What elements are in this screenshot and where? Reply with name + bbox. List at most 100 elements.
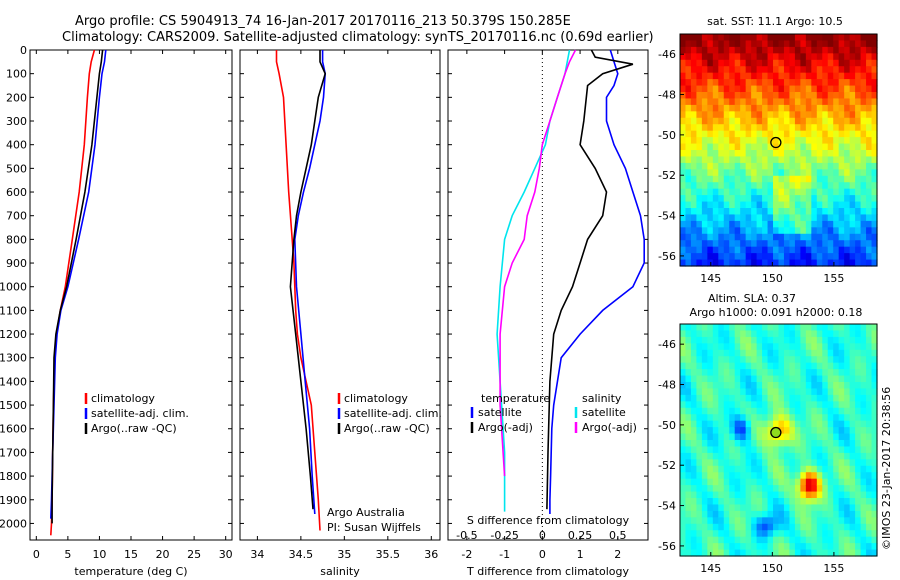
map-cell	[767, 414, 774, 422]
map-cell	[773, 523, 780, 531]
map-cell	[707, 246, 714, 254]
map-cell	[707, 143, 714, 151]
map-cell	[811, 401, 818, 409]
map-cell	[805, 517, 812, 525]
map-cell	[696, 233, 703, 241]
map-cell	[866, 240, 873, 248]
map-cell	[751, 79, 758, 87]
map-cell	[844, 40, 851, 48]
map-cell	[723, 53, 730, 61]
map-cell	[789, 137, 796, 145]
map-cell	[756, 452, 763, 460]
map-cell	[729, 536, 736, 544]
map-cell	[811, 156, 818, 164]
map-cell	[767, 214, 774, 222]
map-cell	[866, 440, 873, 448]
map-cell	[729, 452, 736, 460]
map-cell	[833, 137, 840, 145]
map-cell	[800, 162, 807, 170]
map-cell	[723, 440, 730, 448]
map-cell	[855, 375, 862, 383]
map-cell	[805, 536, 812, 544]
map-cell	[690, 34, 698, 42]
map-cell	[838, 214, 845, 222]
map-cell	[822, 156, 829, 164]
map-cell	[783, 343, 791, 351]
map-cell	[844, 382, 851, 390]
map-cell	[794, 349, 801, 357]
map-cell	[762, 104, 769, 112]
map-cell	[740, 53, 747, 61]
map-cell	[849, 472, 856, 480]
map-cell	[734, 446, 741, 454]
map-cell	[871, 143, 878, 151]
map-cell	[871, 375, 878, 383]
map-cell	[811, 349, 818, 357]
map-cell	[866, 414, 873, 422]
x-tick-label: 0	[33, 548, 40, 561]
map-cell	[690, 446, 698, 454]
map-cell	[833, 504, 840, 512]
map-cell	[816, 324, 823, 332]
map-cell	[794, 150, 801, 158]
map-cell	[734, 40, 741, 48]
map-cell	[855, 440, 862, 448]
map-cell	[734, 382, 741, 390]
map-cell	[696, 46, 703, 54]
map-cell	[707, 201, 714, 209]
imos-stamp: ©IMOS 23-Jan-2017 20:38:56	[880, 387, 893, 550]
map-cell	[789, 124, 796, 132]
map-cell	[805, 407, 812, 415]
map-cell	[794, 324, 801, 332]
map-cell	[811, 220, 818, 228]
map-cell	[860, 124, 867, 132]
map-cell	[751, 536, 758, 544]
map-cell	[734, 510, 741, 518]
map-cell	[827, 259, 834, 267]
map-cell	[811, 195, 818, 203]
map-cell	[751, 356, 758, 364]
map-cell	[811, 549, 818, 557]
map-cell	[871, 433, 878, 441]
map-cell	[844, 369, 851, 377]
map-cell	[740, 440, 747, 448]
map-cell	[833, 349, 840, 357]
map-cell	[696, 375, 703, 383]
map-cell	[712, 536, 719, 544]
map-cell	[833, 201, 840, 209]
map-cell	[838, 504, 845, 512]
map-cell	[767, 446, 774, 454]
map-cell	[827, 253, 834, 261]
map-cell	[696, 169, 703, 177]
map-cell	[685, 117, 692, 125]
map-cell	[783, 201, 791, 209]
map-cell	[827, 227, 834, 235]
map-cell	[734, 375, 741, 383]
map-cell	[734, 549, 741, 557]
map-cell	[723, 46, 730, 54]
map-cell	[783, 349, 791, 357]
map-cell	[783, 169, 791, 177]
map-cell	[734, 195, 741, 203]
map-cell	[745, 156, 752, 164]
map-cell	[800, 240, 807, 248]
map-cell	[833, 117, 840, 125]
map-cell	[800, 143, 807, 151]
map-cell	[827, 401, 834, 409]
map-cell	[690, 356, 698, 364]
map-cell	[685, 324, 692, 332]
map-cell	[860, 104, 867, 112]
map-cell	[805, 233, 812, 241]
map-cell	[822, 72, 829, 80]
map-cell	[762, 478, 769, 486]
map-cell	[751, 362, 758, 370]
map-cell	[833, 66, 840, 74]
map-cell	[773, 336, 780, 344]
map-cell	[701, 543, 708, 551]
map-cell	[712, 523, 719, 531]
map-cell	[838, 452, 845, 460]
map-cell	[855, 124, 862, 132]
map-cell	[680, 220, 687, 228]
map-cell	[838, 523, 845, 531]
map-cell	[833, 452, 840, 460]
